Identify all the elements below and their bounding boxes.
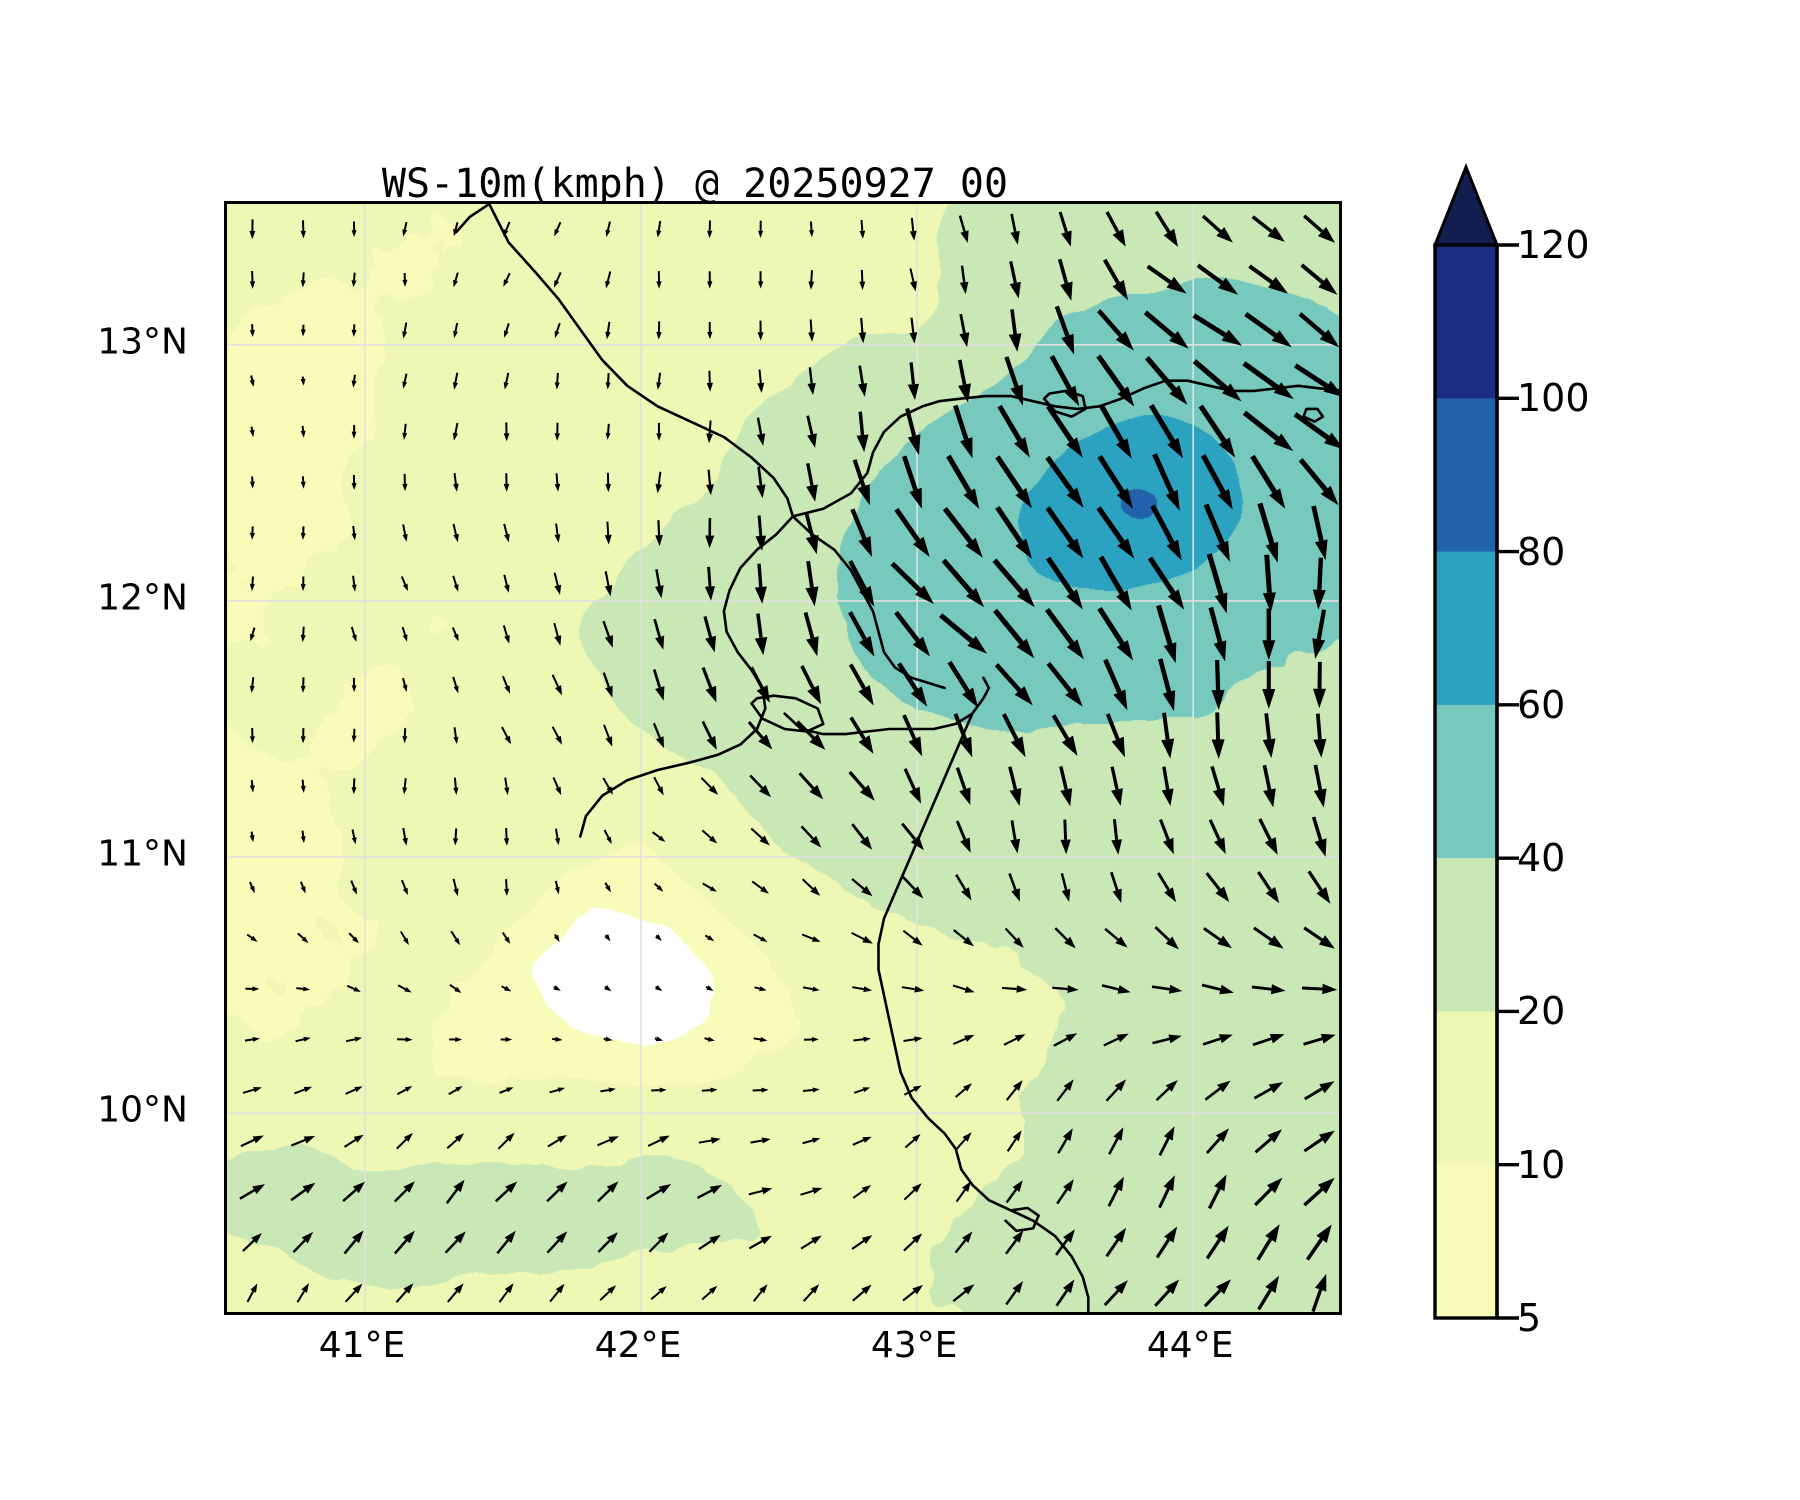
map-plot-area	[224, 201, 1342, 1315]
colorbar: 120 100 80 60 40 20 10 5	[1425, 155, 1755, 1340]
colorbar-tick-label: 80	[1517, 529, 1566, 574]
colorbar-band	[1435, 398, 1497, 553]
y-tick-label: 10°N	[97, 1089, 188, 1131]
x-tick-label: 43°E	[870, 1325, 958, 1366]
colorbar-tick-label: 60	[1517, 682, 1566, 727]
wind-vector-arrows	[239, 210, 1339, 1312]
colorbar-tick-label: 100	[1517, 376, 1590, 421]
colorbar-gradient	[1432, 162, 1519, 1320]
x-tick-label: 41°E	[318, 1325, 406, 1366]
map-frame	[224, 201, 1342, 1315]
map-gridlines	[227, 204, 1339, 1312]
y-tick-label: 13°N	[97, 321, 188, 363]
colorbar-band	[1435, 858, 1497, 1012]
colorbar-band	[1435, 245, 1497, 399]
colorbar-tick-label: 120	[1517, 223, 1590, 267]
title-line-variable: WS-10m(kmph) @ 20250927_00	[381, 160, 1009, 207]
wind-speed-map	[227, 204, 1339, 1312]
wind-speed-contour-fill	[227, 204, 1339, 1312]
x-tick-label: 42°E	[594, 1325, 682, 1366]
colorbar-tick-label: 40	[1517, 836, 1566, 881]
colorbar-band	[1435, 704, 1497, 859]
x-tick-label: 44°E	[1146, 1325, 1234, 1366]
colorbar-tick-label: 5	[1517, 1296, 1542, 1340]
colorbar-tick-label: 10	[1517, 1142, 1566, 1187]
colorbar-tick-label: 20	[1517, 989, 1566, 1034]
y-tick-label: 11°N	[97, 833, 188, 875]
y-tick-label: 12°N	[97, 577, 188, 619]
colorbar-band	[1435, 1011, 1497, 1166]
colorbar-band	[1435, 1164, 1497, 1319]
colorbar-band	[1435, 551, 1497, 706]
colorbar-extend-arrow	[1432, 162, 1500, 247]
